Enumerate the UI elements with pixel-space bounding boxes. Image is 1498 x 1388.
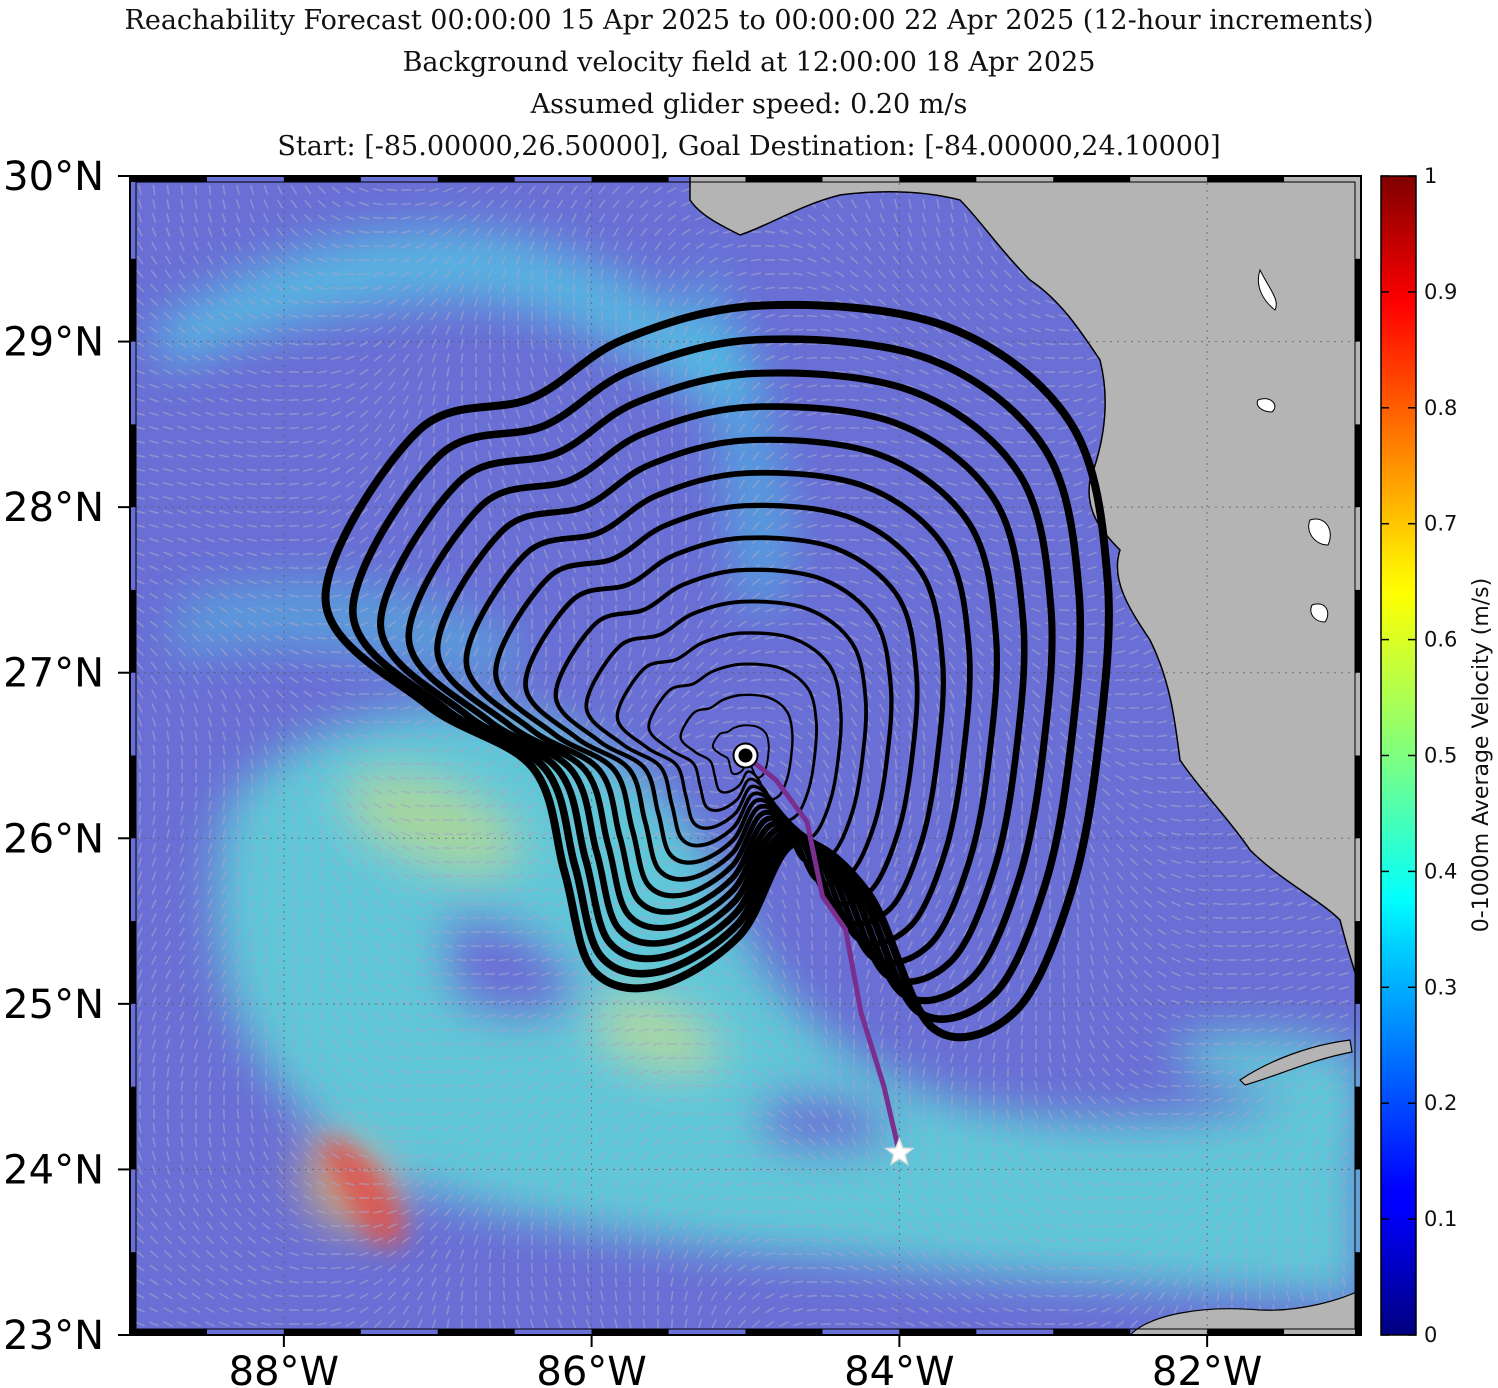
title-line-1: Reachability Forecast 00:00:00 15 Apr 20… xyxy=(124,5,1374,36)
glider-path xyxy=(743,753,902,1154)
reachability-contour xyxy=(493,502,946,927)
lon-tick-label: 84°W xyxy=(844,1349,954,1388)
lat-tick-label: 29°N xyxy=(3,320,104,366)
reachability-contour xyxy=(321,300,1113,1042)
reachability-contour xyxy=(647,662,819,823)
colorbar-tick-label: 0.9 xyxy=(1424,280,1457,304)
reachability-contour xyxy=(377,369,1056,1005)
lat-tick-label: 26°N xyxy=(3,816,104,862)
reachability-contour xyxy=(463,469,973,947)
lat-tick-label: 28°N xyxy=(3,485,104,531)
cuba-land xyxy=(1129,1289,1361,1335)
title-line-4: Start: [-85.00000,26.50000], Goal Destin… xyxy=(277,131,1221,162)
florida-keys xyxy=(1239,1039,1353,1086)
reachability-contour xyxy=(615,631,843,844)
colorbar-tick-label: 0.7 xyxy=(1424,512,1457,536)
colorbar-tick-label: 0.1 xyxy=(1424,1207,1457,1231)
lat-tick-label: 27°N xyxy=(3,651,104,697)
reachability-contour xyxy=(434,436,1000,966)
figure-title: Reachability Forecast 00:00:00 15 Apr 20… xyxy=(0,0,1498,168)
colorbar-tick-label: 0.8 xyxy=(1424,396,1457,420)
colorbar-tick-label: 0.5 xyxy=(1424,744,1457,768)
lat-tick-label: 24°N xyxy=(3,1147,104,1193)
title-line-2: Background velocity field at 12:00:00 18… xyxy=(402,47,1096,78)
colorbar-tick-label: 0.6 xyxy=(1424,628,1457,652)
reachability-contour xyxy=(349,335,1085,1023)
colorbar-tick-label: 1 xyxy=(1424,164,1437,188)
lat-tick-label: 25°N xyxy=(3,982,104,1028)
colorbar-tick-label: 0.3 xyxy=(1424,975,1457,999)
colorbar-tick-label: 0.2 xyxy=(1424,1091,1457,1115)
colorbar-tick-label: 0.4 xyxy=(1424,859,1457,883)
start-marker xyxy=(732,742,759,769)
lat-tick-label: 30°N xyxy=(3,154,104,200)
colorbar-title: 0-1000m Average Velocity (m/s) xyxy=(1469,578,1494,932)
reachability-contour xyxy=(679,693,794,801)
lon-tick-label: 88°W xyxy=(229,1349,339,1388)
reachability-contour xyxy=(523,535,920,907)
reachability-contour xyxy=(711,724,770,779)
lon-tick-label: 86°W xyxy=(536,1349,646,1388)
latitude-labels: 30°N 29°N 28°N 27°N 26°N 25°N 24°N 23°N xyxy=(3,154,130,1359)
map-area xyxy=(130,176,1361,1335)
reachability-contour xyxy=(553,567,894,886)
colorbar: 0 0.1 0.2 0.3 0.4 0.5 0.6 0.7 0.8 0.9 1 0-1000m Av… xyxy=(1380,164,1494,1347)
reachability-contour xyxy=(405,403,1028,986)
map-frame xyxy=(129,175,1362,1336)
colorbar-tick-label: 0 xyxy=(1424,1323,1437,1347)
goal-star-icon xyxy=(884,1136,915,1166)
reachability-contours xyxy=(321,300,1113,1042)
lat-tick-label: 23°N xyxy=(3,1313,104,1359)
lon-tick-label: 82°W xyxy=(1152,1349,1262,1388)
longitude-labels: 88°W 86°W 84°W 82°W xyxy=(229,1335,1262,1388)
title-line-3: Assumed glider speed: 0.20 m/s xyxy=(530,89,968,120)
